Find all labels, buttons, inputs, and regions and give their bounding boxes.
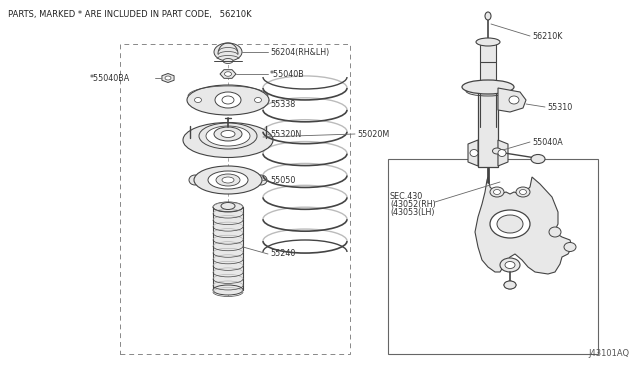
Bar: [120, 44, 350, 354]
Ellipse shape: [505, 262, 515, 269]
Ellipse shape: [194, 166, 262, 194]
Ellipse shape: [255, 97, 262, 103]
Ellipse shape: [214, 43, 242, 61]
Ellipse shape: [549, 227, 561, 237]
Bar: [478, 87, 498, 167]
Ellipse shape: [213, 202, 243, 212]
Text: 55050: 55050: [270, 176, 296, 185]
Ellipse shape: [476, 38, 500, 46]
Ellipse shape: [208, 171, 248, 189]
Ellipse shape: [216, 174, 240, 186]
Bar: [480, 62, 496, 127]
Ellipse shape: [520, 189, 527, 195]
Polygon shape: [220, 70, 236, 78]
Ellipse shape: [225, 72, 232, 76]
Ellipse shape: [500, 258, 520, 272]
Ellipse shape: [213, 285, 243, 295]
Text: 55240: 55240: [270, 250, 296, 259]
Ellipse shape: [509, 96, 519, 104]
Ellipse shape: [462, 80, 514, 94]
Ellipse shape: [531, 154, 545, 164]
Text: PARTS, MARKED * ARE INCLUDED IN PART CODE,   56210K: PARTS, MARKED * ARE INCLUDED IN PART COD…: [8, 10, 252, 19]
Text: 55310: 55310: [547, 103, 572, 112]
Ellipse shape: [195, 97, 202, 103]
Ellipse shape: [490, 187, 504, 197]
Text: (43053(LH): (43053(LH): [390, 208, 435, 217]
Text: 55040A: 55040A: [532, 138, 563, 147]
Ellipse shape: [222, 177, 234, 183]
Text: J43101AQ: J43101AQ: [589, 349, 630, 358]
Ellipse shape: [221, 131, 235, 138]
Ellipse shape: [485, 12, 491, 20]
Bar: [213, 207, 243, 292]
Ellipse shape: [187, 85, 269, 115]
Text: (43052(RH): (43052(RH): [390, 199, 436, 208]
Ellipse shape: [516, 187, 530, 197]
Text: 56204(RH&LH): 56204(RH&LH): [270, 48, 329, 57]
Polygon shape: [475, 177, 572, 274]
Ellipse shape: [493, 148, 502, 154]
Text: 56210K: 56210K: [532, 32, 563, 41]
Ellipse shape: [222, 96, 234, 104]
Ellipse shape: [470, 150, 478, 157]
Text: 55338: 55338: [270, 99, 295, 109]
Polygon shape: [498, 140, 508, 166]
Ellipse shape: [498, 150, 506, 157]
Ellipse shape: [497, 215, 523, 233]
Bar: [480, 40, 496, 62]
Bar: [388, 159, 598, 354]
Text: 55020M: 55020M: [357, 129, 389, 138]
Polygon shape: [498, 88, 526, 112]
Ellipse shape: [223, 58, 233, 64]
Text: *55040BA: *55040BA: [90, 74, 131, 83]
Ellipse shape: [206, 126, 250, 146]
Text: 55320N: 55320N: [270, 129, 301, 138]
Polygon shape: [468, 140, 478, 166]
Ellipse shape: [493, 189, 500, 195]
Ellipse shape: [255, 175, 267, 185]
Polygon shape: [162, 74, 174, 83]
Ellipse shape: [214, 127, 242, 141]
Text: *55040B: *55040B: [270, 70, 305, 78]
Ellipse shape: [564, 243, 576, 251]
Ellipse shape: [504, 281, 516, 289]
Ellipse shape: [490, 210, 530, 238]
Ellipse shape: [221, 202, 235, 209]
Ellipse shape: [215, 92, 241, 108]
Ellipse shape: [504, 281, 516, 289]
Text: SEC.430: SEC.430: [390, 192, 423, 201]
Ellipse shape: [183, 122, 273, 157]
Ellipse shape: [199, 123, 257, 149]
Ellipse shape: [189, 175, 201, 185]
Ellipse shape: [165, 76, 171, 80]
